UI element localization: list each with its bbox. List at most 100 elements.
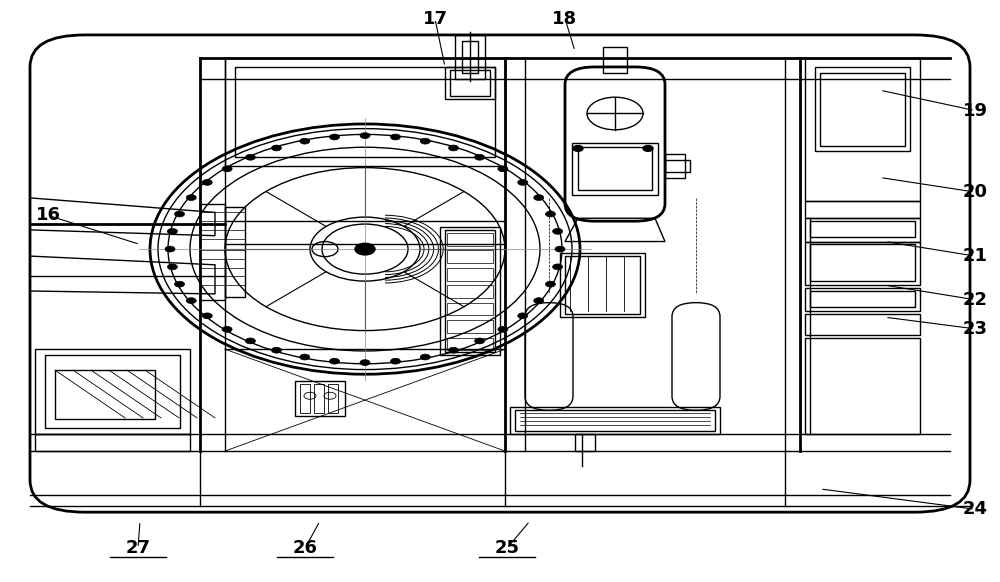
Bar bbox=[462, 41, 478, 73]
Circle shape bbox=[391, 134, 401, 140]
Bar bbox=[440, 227, 500, 355]
Bar bbox=[510, 407, 720, 434]
Text: 19: 19 bbox=[962, 102, 988, 119]
Circle shape bbox=[245, 154, 255, 160]
Bar bbox=[445, 67, 495, 99]
Circle shape bbox=[222, 327, 232, 332]
Bar bbox=[603, 47, 627, 73]
Circle shape bbox=[300, 139, 310, 144]
Bar bbox=[820, 73, 905, 146]
Circle shape bbox=[391, 359, 401, 364]
Text: 20: 20 bbox=[962, 183, 988, 201]
Bar bbox=[55, 370, 155, 419]
Circle shape bbox=[518, 179, 528, 185]
Circle shape bbox=[475, 338, 485, 344]
Circle shape bbox=[167, 264, 177, 270]
Bar bbox=[805, 314, 920, 335]
Text: 26: 26 bbox=[292, 540, 318, 557]
Bar bbox=[235, 67, 495, 157]
Circle shape bbox=[553, 264, 563, 270]
Text: 17: 17 bbox=[422, 10, 448, 27]
Circle shape bbox=[553, 228, 563, 234]
Circle shape bbox=[186, 194, 196, 200]
Text: 27: 27 bbox=[126, 540, 150, 557]
Bar bbox=[665, 154, 685, 178]
Circle shape bbox=[475, 154, 485, 160]
Bar bbox=[200, 204, 225, 300]
Circle shape bbox=[534, 194, 544, 200]
Circle shape bbox=[360, 360, 370, 365]
Circle shape bbox=[271, 347, 281, 353]
Bar bbox=[447, 320, 493, 333]
Bar bbox=[35, 349, 190, 434]
Circle shape bbox=[175, 281, 185, 287]
Bar bbox=[810, 291, 915, 307]
Circle shape bbox=[222, 166, 232, 172]
Bar bbox=[572, 143, 658, 195]
Circle shape bbox=[420, 354, 430, 360]
Circle shape bbox=[498, 327, 508, 332]
Bar bbox=[575, 434, 595, 451]
Bar bbox=[560, 253, 645, 317]
Bar bbox=[447, 285, 493, 298]
Circle shape bbox=[167, 228, 177, 234]
Bar bbox=[445, 230, 495, 352]
Text: 18: 18 bbox=[552, 10, 578, 27]
Bar bbox=[805, 242, 920, 285]
Bar bbox=[805, 288, 920, 311]
Circle shape bbox=[555, 246, 565, 252]
Bar bbox=[295, 381, 345, 416]
Circle shape bbox=[449, 347, 459, 353]
Circle shape bbox=[202, 179, 212, 185]
Bar bbox=[450, 70, 490, 96]
Text: 23: 23 bbox=[962, 320, 988, 338]
Bar bbox=[447, 250, 493, 263]
Text: 16: 16 bbox=[36, 207, 60, 224]
Text: 25: 25 bbox=[494, 540, 520, 557]
Circle shape bbox=[449, 145, 459, 151]
Circle shape bbox=[355, 243, 375, 255]
Bar bbox=[565, 256, 640, 314]
Circle shape bbox=[420, 139, 430, 144]
Circle shape bbox=[271, 145, 281, 151]
Bar bbox=[447, 268, 493, 281]
Text: 24: 24 bbox=[962, 501, 988, 518]
Circle shape bbox=[360, 133, 370, 139]
Bar bbox=[665, 160, 690, 172]
Bar bbox=[805, 58, 920, 201]
Bar bbox=[805, 218, 920, 242]
Circle shape bbox=[300, 354, 310, 360]
Circle shape bbox=[329, 359, 339, 364]
Text: 22: 22 bbox=[962, 291, 988, 308]
Bar bbox=[447, 233, 493, 246]
Bar bbox=[45, 355, 180, 428]
Circle shape bbox=[175, 211, 185, 217]
Bar bbox=[515, 410, 715, 431]
Circle shape bbox=[643, 146, 653, 151]
Bar bbox=[810, 221, 915, 237]
Circle shape bbox=[498, 166, 508, 172]
Bar bbox=[225, 58, 505, 166]
Circle shape bbox=[573, 146, 583, 151]
Bar bbox=[815, 67, 910, 151]
Circle shape bbox=[202, 313, 212, 319]
Bar bbox=[328, 384, 338, 413]
Bar bbox=[447, 303, 493, 315]
Bar bbox=[447, 338, 493, 350]
Bar bbox=[314, 384, 324, 413]
Circle shape bbox=[186, 298, 196, 304]
Bar bbox=[578, 147, 652, 190]
Text: 21: 21 bbox=[962, 247, 988, 265]
Circle shape bbox=[329, 134, 339, 140]
Bar bbox=[805, 201, 920, 218]
Bar bbox=[35, 434, 190, 451]
Circle shape bbox=[545, 211, 555, 217]
Bar bbox=[225, 207, 245, 297]
Circle shape bbox=[534, 298, 544, 304]
Circle shape bbox=[545, 281, 555, 287]
Bar bbox=[455, 35, 485, 79]
Bar bbox=[300, 384, 310, 413]
Circle shape bbox=[245, 338, 255, 344]
Circle shape bbox=[518, 313, 528, 319]
Bar bbox=[805, 338, 920, 434]
